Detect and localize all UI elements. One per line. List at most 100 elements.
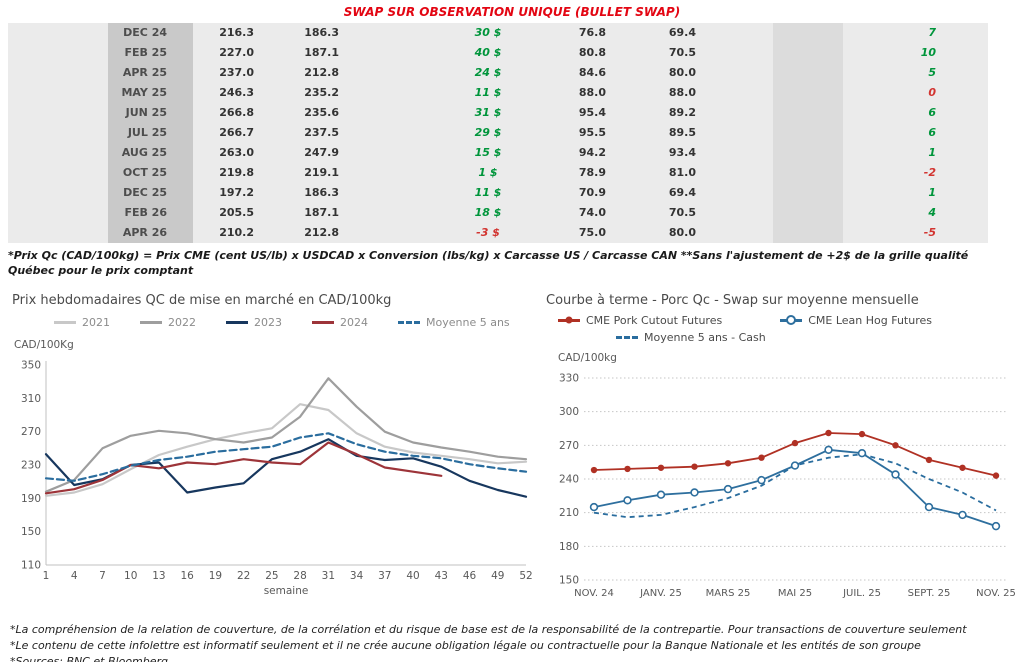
spacer-cell	[528, 203, 538, 223]
month-cell: AUG 25	[108, 143, 193, 163]
qc-diff-cell: -3 $	[476, 226, 500, 239]
qc-cash-cell: 235.6	[304, 106, 339, 119]
tick-label: 25	[265, 570, 278, 582]
spacer-cell	[8, 83, 108, 103]
page-title: SWAP SUR OBSERVATION UNIQUE (BULLET SWAP…	[343, 5, 681, 19]
tick-label: 46	[463, 570, 477, 582]
legend-swatch	[226, 320, 248, 324]
us-cash-cell: 81.0	[668, 166, 696, 179]
data-point	[723, 484, 733, 493]
tick-label: 1	[43, 570, 50, 582]
spacer-cell	[528, 143, 538, 163]
tick-label: 270	[21, 426, 41, 438]
us-cash-cell: 88.0	[668, 86, 696, 99]
legend-item-2024: 2024	[312, 316, 368, 329]
weekly-chart-title: Prix hebdomadaires QC de mise en marché …	[12, 292, 392, 308]
tick-label: 150	[559, 574, 579, 586]
spacer-cell	[343, 183, 448, 203]
legend-item-moyenne-5-ans: Moyenne 5 ans	[398, 316, 510, 329]
spacer-cell	[948, 223, 988, 243]
us-cash-cell: 69.4	[668, 186, 696, 199]
spacer-cell	[948, 83, 988, 103]
us-swap-cell: 94.2	[578, 146, 606, 159]
qc-cash-cell: 186.3	[304, 26, 339, 39]
month-cell: JUL 25	[108, 123, 193, 143]
qc-cash-cell: 219.1	[304, 166, 339, 179]
tick-label: semaine	[264, 585, 309, 597]
column-strip	[773, 63, 843, 83]
tick-label: 52	[519, 570, 532, 582]
month-cell: DEC 24	[108, 23, 193, 43]
us-diff-cell: 4	[928, 206, 936, 219]
us-diff-cell: 7	[928, 26, 936, 39]
footer-note: *Sources: BNC et Bloomberg	[10, 654, 169, 662]
table-row: OCT 25 219.8 219.1 1 $ 78.9 81.0 -2	[8, 163, 988, 183]
charts-section: Prix hebdomadaires QC de mise en marché …	[0, 291, 1024, 614]
us-cash-cell: 80.0	[668, 66, 696, 79]
column-strip	[773, 23, 843, 43]
qc-cash-cell: 247.9	[304, 146, 339, 159]
tick-label: NOV. 25	[976, 588, 1016, 599]
data-point	[825, 429, 832, 436]
qc-diff-cell: 1 $	[478, 166, 498, 179]
series-line-2024	[44, 441, 443, 495]
spacer-cell	[698, 123, 773, 143]
legend-item-cme-pork-cutout-futures: CME Pork Cutout Futures	[558, 314, 722, 327]
qc-diff-cell: 24 $	[474, 66, 502, 79]
spacer-cell	[948, 183, 988, 203]
forward-legend-row2: Moyenne 5 ans - Cash	[544, 331, 1022, 344]
legend-swatch	[54, 320, 76, 324]
table-row: APR 26 210.2 212.8 -3 $ 75.0 80.0 -5	[8, 223, 988, 243]
data-point	[992, 472, 1000, 479]
qc-diff-cell: 11 $	[474, 186, 502, 199]
column-strip	[773, 203, 843, 223]
series-line-2021	[44, 402, 528, 497]
tick-label: 230	[21, 459, 41, 471]
data-point	[959, 464, 966, 471]
qc-diff-cell: 29 $	[474, 126, 502, 139]
qc-cash-cell: 187.1	[304, 46, 339, 59]
spacer-cell	[343, 103, 448, 123]
spacer-cell	[8, 143, 108, 163]
data-point	[891, 469, 900, 479]
tick-label: 31	[322, 570, 335, 582]
footer-note: *Le contenu de cette infolettre est info…	[10, 638, 921, 652]
spacer-cell	[528, 223, 538, 243]
tick-label: 19	[209, 570, 222, 582]
spacer-cell	[698, 63, 773, 83]
qc-swap-cell: 219.8	[219, 166, 254, 179]
footer-notes: *La compréhension de la relation de couv…	[10, 622, 1024, 662]
legend-label: CME Lean Hog Futures	[808, 313, 932, 327]
data-point	[925, 456, 933, 463]
column-strip	[773, 43, 843, 63]
tick-label: NOV. 24	[574, 588, 614, 599]
spacer-cell	[528, 103, 538, 123]
data-point	[758, 454, 765, 461]
spacer-cell	[8, 203, 108, 223]
qc-swap-cell: 210.2	[219, 226, 254, 239]
tick-label: MARS 25	[706, 588, 751, 599]
table-row: JUN 25 266.8 235.6 31 $ 95.4 89.2 6	[8, 103, 988, 123]
spacer-cell	[698, 43, 773, 63]
tick-label: 310	[21, 393, 41, 405]
spacer-cell	[343, 163, 448, 183]
forward-y-axis-label: CAD/100kg	[558, 351, 617, 364]
us-swap-cell: 75.0	[578, 226, 606, 239]
spacer-cell	[343, 123, 448, 143]
series-line-2022	[44, 376, 528, 493]
data-point	[857, 448, 867, 458]
spacer-cell	[948, 143, 988, 163]
us-swap-cell: 95.5	[578, 126, 606, 139]
data-point	[589, 502, 599, 511]
data-point	[790, 461, 800, 470]
table-footnote: *Prix Qc (CAD/100kg) = Prix CME (cent US…	[8, 249, 969, 277]
tick-label: 210	[559, 507, 579, 519]
us-cash-cell: 89.2	[668, 106, 696, 119]
tick-label: 49	[491, 570, 504, 582]
spacer-cell	[698, 183, 773, 203]
spacer-cell	[343, 143, 448, 163]
qc-cash-cell: 186.3	[304, 186, 339, 199]
month-cell: OCT 25	[108, 163, 193, 183]
